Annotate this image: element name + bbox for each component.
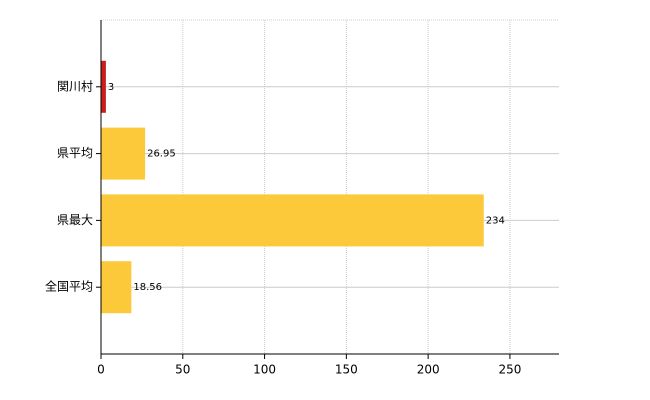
value-label: 18.56 [133,282,162,293]
y-tick-label: 全国平均 [45,279,93,294]
x-tick-label: 0 [97,363,105,377]
value-label: 3 [108,82,114,93]
x-tick-label: 100 [253,363,276,377]
value-label: 234 [486,215,505,226]
value-label: 26.95 [147,149,176,160]
x-tick-label: 50 [175,363,190,377]
x-tick-label: 200 [417,363,440,377]
x-tick-label: 150 [335,363,358,377]
x-tick-label: 250 [498,363,521,377]
y-tick-label: 県平均 [57,146,93,160]
y-tick-label: 関川村 [57,79,93,93]
bar [101,194,484,247]
bar [101,60,106,113]
y-tick-label: 県最大 [57,213,93,227]
bar [101,261,132,314]
bar [101,127,146,180]
